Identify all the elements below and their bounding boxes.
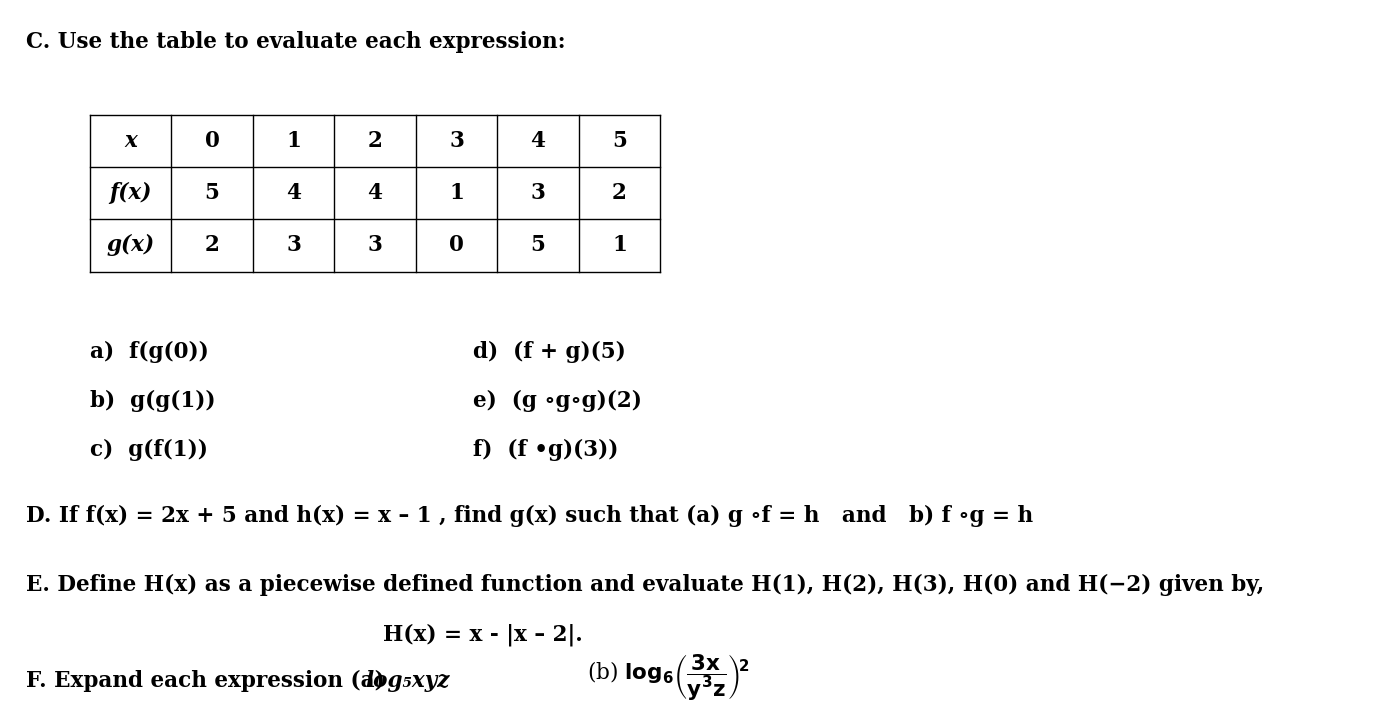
Text: 1: 1 <box>286 130 301 152</box>
Text: 3: 3 <box>531 182 546 204</box>
Text: 4: 4 <box>531 130 546 152</box>
Text: c)  g(f(1)): c) g(f(1)) <box>90 439 208 461</box>
Text: g(x): g(x) <box>107 234 155 256</box>
Text: 5: 5 <box>613 130 626 152</box>
Text: C. Use the table to evaluate each expression:: C. Use the table to evaluate each expres… <box>26 31 565 53</box>
Text: D. If f(x) = 2x + 5 and h(x) = x – 1 , find g(x) such that (a) g ∘f = h   and   : D. If f(x) = 2x + 5 and h(x) = x – 1 , f… <box>26 505 1034 527</box>
Text: 4: 4 <box>367 182 383 204</box>
Text: d)  (f + g)(5): d) (f + g)(5) <box>473 341 626 363</box>
Text: a)  f(g(0)): a) f(g(0)) <box>90 341 209 363</box>
Text: 1: 1 <box>613 234 626 256</box>
Text: (b) $\mathbf{log_6\left(\dfrac{3x}{y^3z}\right)^{\!2}}$: (b) $\mathbf{log_6\left(\dfrac{3x}{y^3z}… <box>588 652 750 703</box>
Text: 3: 3 <box>367 234 383 256</box>
Text: 4: 4 <box>286 182 301 204</box>
Text: 1: 1 <box>449 182 464 204</box>
Text: f(x): f(x) <box>109 182 152 204</box>
Text: 0: 0 <box>449 234 464 256</box>
Text: H(x) = x - |x – 2|.: H(x) = x - |x – 2|. <box>384 623 584 646</box>
Text: 3: 3 <box>449 130 464 152</box>
Text: b)  g(g(1)): b) g(g(1)) <box>90 390 215 412</box>
Text: 5: 5 <box>531 234 546 256</box>
Text: 2: 2 <box>613 182 626 204</box>
Text: log₅xyz: log₅xyz <box>366 670 450 692</box>
Text: 5: 5 <box>205 182 219 204</box>
Text: e)  (g ∘g∘g)(2): e) (g ∘g∘g)(2) <box>473 390 642 412</box>
Text: f)  (f •g)(3)): f) (f •g)(3)) <box>473 439 618 461</box>
Text: 3: 3 <box>286 234 301 256</box>
Text: x: x <box>125 130 137 152</box>
Text: E. Define H(x) as a piecewise defined function and evaluate H(1), H(2), H(3), H(: E. Define H(x) as a piecewise defined fu… <box>26 575 1264 597</box>
Text: 2: 2 <box>205 234 219 256</box>
Text: 0: 0 <box>205 130 219 152</box>
Text: 2: 2 <box>367 130 383 152</box>
Text: F. Expand each expression (a): F. Expand each expression (a) <box>26 670 392 692</box>
